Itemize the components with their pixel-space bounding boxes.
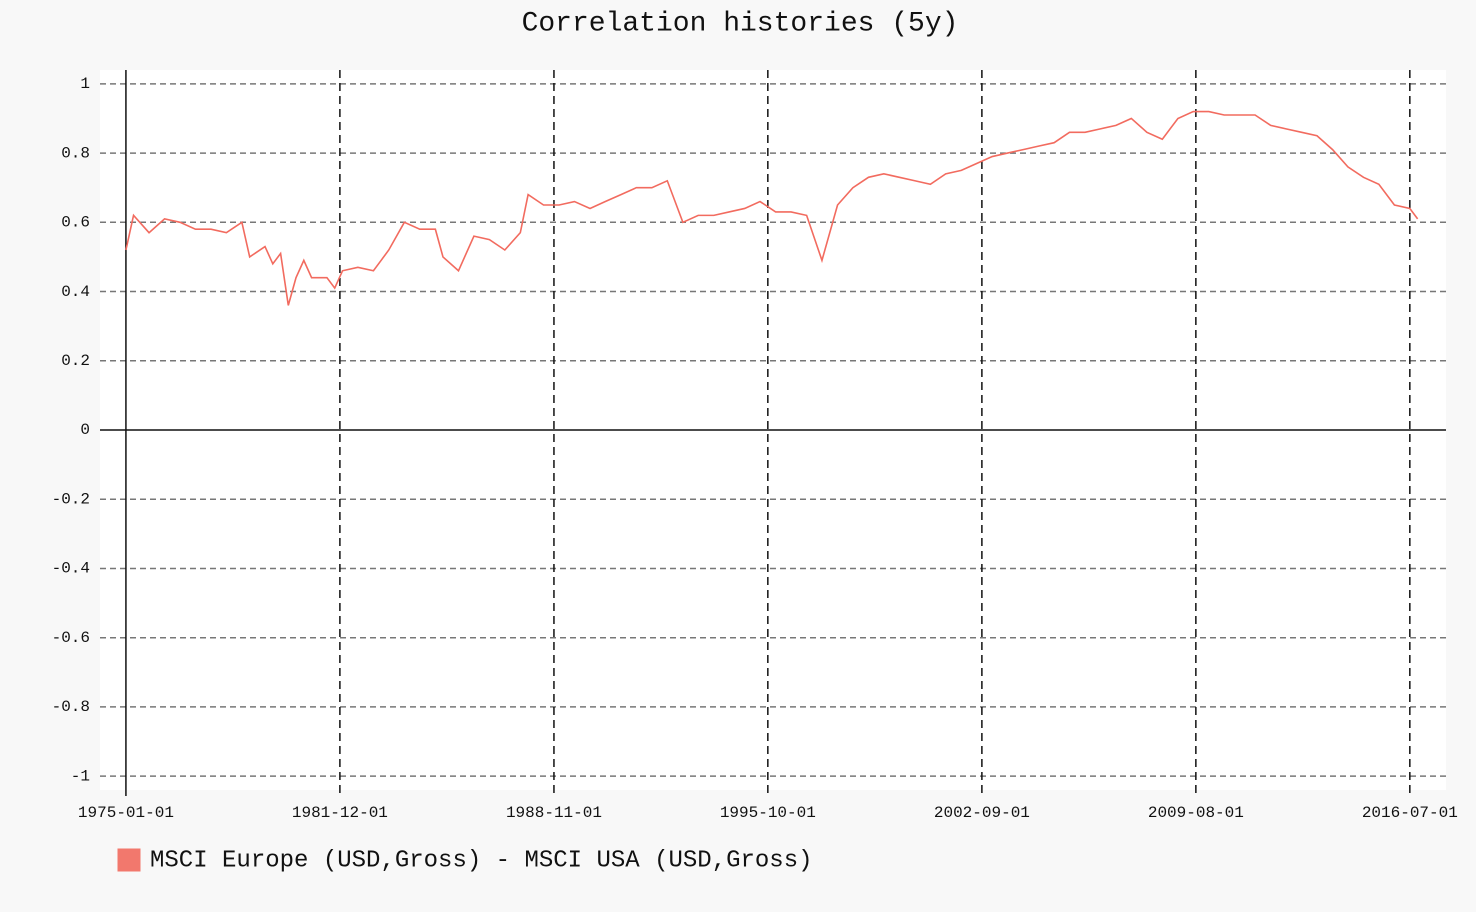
legend-swatch bbox=[117, 848, 141, 872]
x-tick-label: 1981-12-01 bbox=[292, 804, 388, 822]
x-tick-label: 2002-09-01 bbox=[934, 804, 1030, 822]
y-tick-label: 0 bbox=[80, 421, 90, 439]
y-tick-label: -1 bbox=[71, 767, 90, 785]
chart-title: Correlation histories (5y) bbox=[522, 8, 959, 39]
x-tick-label: 2009-08-01 bbox=[1148, 804, 1244, 822]
y-tick-label: 0.8 bbox=[61, 144, 90, 162]
y-tick-label: -0.2 bbox=[52, 490, 90, 508]
y-tick-label: -0.6 bbox=[52, 629, 90, 647]
y-tick-label: 0.2 bbox=[61, 352, 90, 370]
y-tick-label: -0.8 bbox=[52, 698, 90, 716]
y-tick-label: 0.6 bbox=[61, 214, 90, 232]
legend-label: MSCI Europe (USD,Gross) - MSCI USA (USD,… bbox=[150, 847, 813, 874]
series-line bbox=[125, 110, 1419, 306]
x-tick-label: 1995-10-01 bbox=[720, 804, 816, 822]
x-tick-label: 1975-01-01 bbox=[78, 804, 174, 822]
y-tick-label: -0.4 bbox=[52, 560, 90, 578]
y-tick-label: 0.4 bbox=[61, 283, 90, 301]
x-tick-label: 2016-07-01 bbox=[1362, 804, 1458, 822]
x-tick-label: 1988-11-01 bbox=[506, 804, 602, 822]
y-tick-label: 1 bbox=[80, 75, 90, 93]
